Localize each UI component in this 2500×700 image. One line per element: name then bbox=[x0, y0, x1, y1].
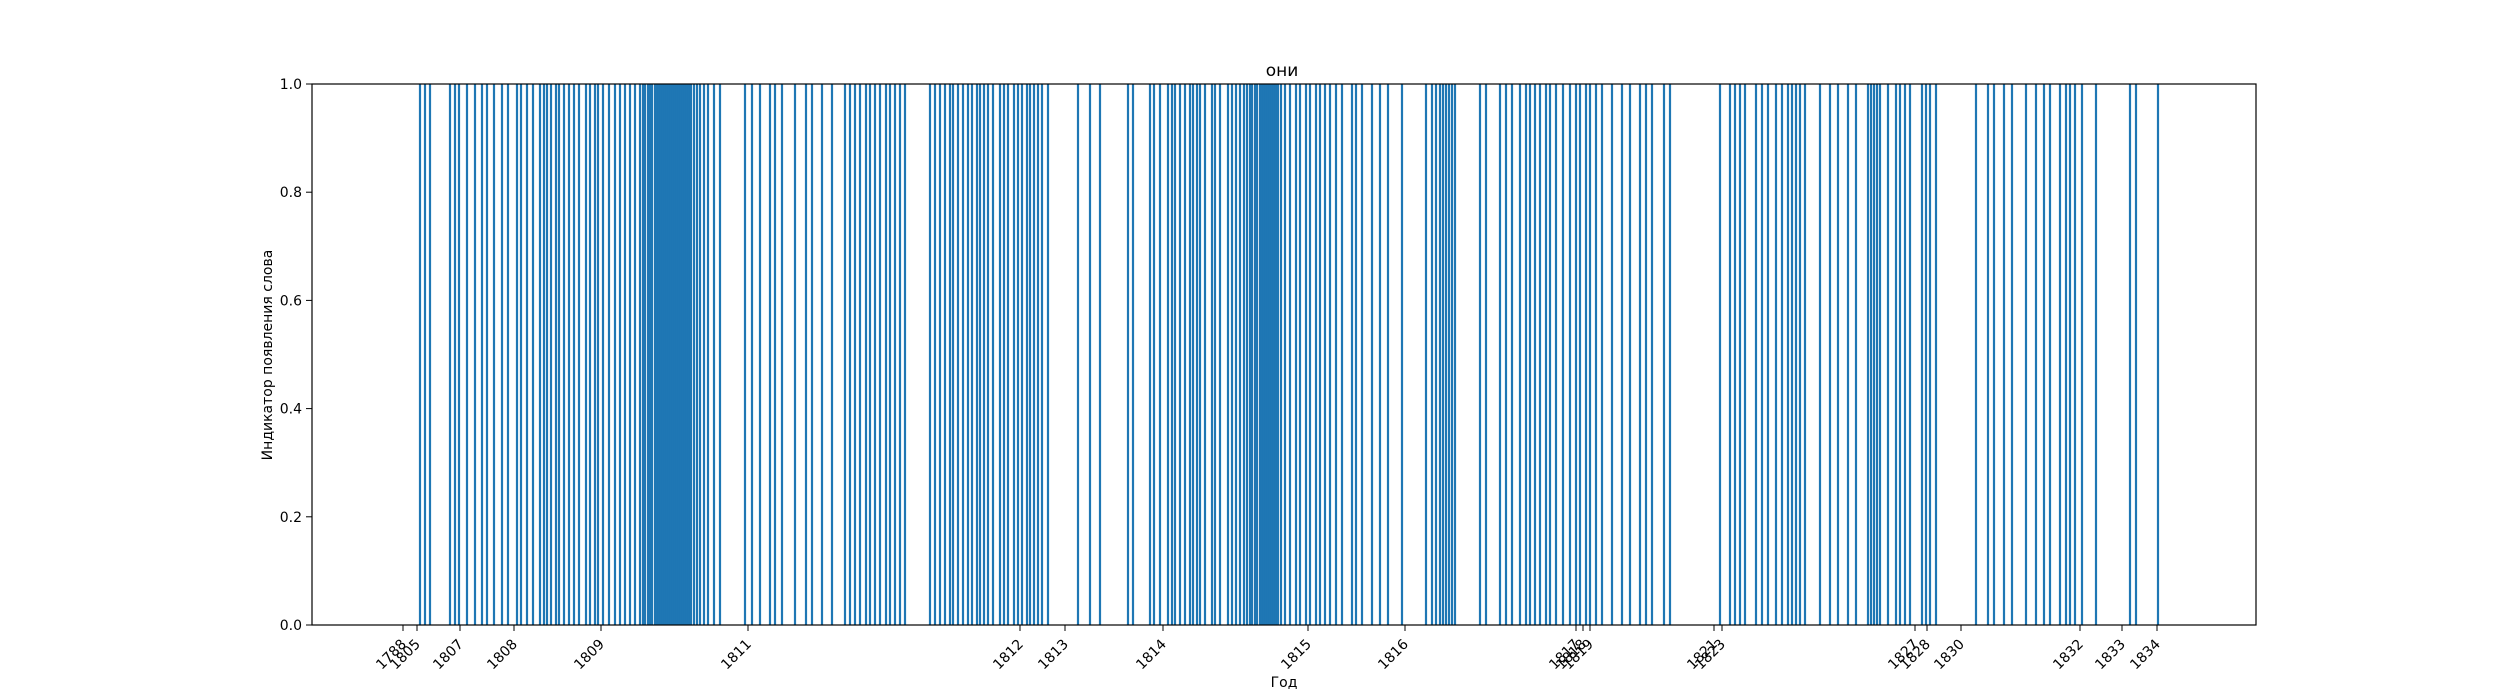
x-axis-label: Год bbox=[1271, 675, 1298, 691]
y-tick-label: 0.8 bbox=[280, 185, 302, 201]
y-tick-label: 0.0 bbox=[280, 618, 302, 634]
y-axis-label: Индикатор появления слова bbox=[260, 250, 276, 461]
y-tick-label: 1.0 bbox=[280, 77, 302, 93]
y-tick-label: 0.6 bbox=[280, 293, 302, 309]
y-tick-label: 0.4 bbox=[280, 402, 302, 418]
plot-frame bbox=[311, 83, 2257, 626]
chart-title: они bbox=[1266, 61, 1299, 81]
y-axis: 0.0 0.2 0.4 0.6 0.8 1.0 bbox=[280, 77, 312, 634]
y-tick-label: 0.2 bbox=[280, 510, 302, 526]
bars-group bbox=[418, 84, 2160, 625]
